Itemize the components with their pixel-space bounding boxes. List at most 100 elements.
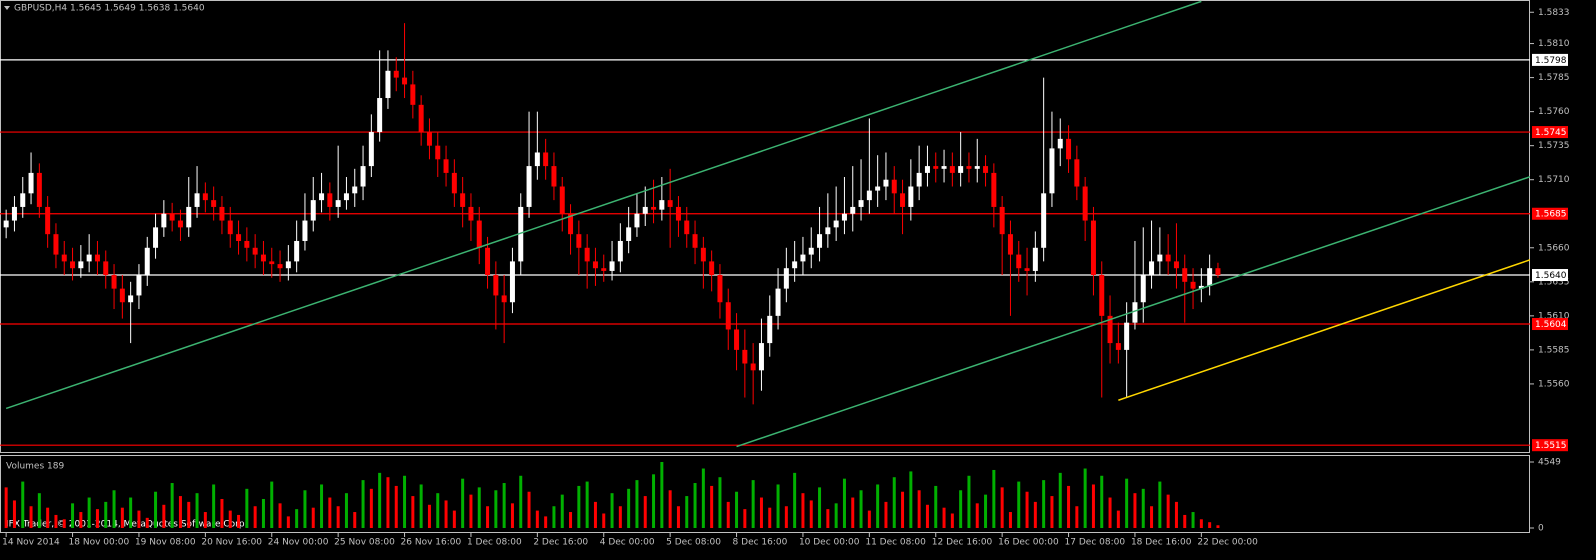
candle-body [352,186,358,194]
candle-body [385,70,391,99]
candle-body [78,261,84,269]
x-tick-label: 16 Dec 00:00 [998,538,1059,548]
candle-body [983,166,989,173]
candle-body [734,329,740,350]
candle-body [319,193,325,201]
x-tick-label: 2 Dec 16:00 [533,538,588,548]
candle-body [817,234,823,248]
candle-body [368,132,374,167]
candle-body [260,254,266,262]
volume-tick-label: 0 [1538,524,1544,534]
h-line-label-box [1532,53,1568,66]
candle-body [1007,234,1013,255]
candle-body [958,166,964,173]
candle-body [684,220,690,235]
candle-body [974,166,980,169]
candle-body [1024,268,1030,271]
candle-body [393,70,399,78]
candle-body [327,193,333,207]
candle-body [70,261,76,269]
candle-body [1207,268,1213,286]
candle-body [1198,285,1204,289]
candle-body [202,193,208,201]
candle-body [883,179,889,187]
candle-body [900,193,906,207]
candle-body [775,288,781,316]
y-tick-label: 1.5560 [1538,379,1570,389]
y-tick-label: 1.5585 [1538,345,1570,355]
candle-body [792,261,798,269]
candle-body [227,220,233,235]
y-tick-label: 1.5610 [1538,311,1570,321]
candle-body [111,275,117,289]
candle-body [808,247,814,255]
candle-body [509,261,515,303]
h-line-label: 1.5640 [1535,271,1567,281]
candle-body [1182,268,1188,282]
candle-body [45,206,51,235]
candle-body [634,213,640,228]
candle-body [841,213,847,221]
y-tick-label: 1.5785 [1538,73,1570,83]
y-tick-label: 1.5660 [1538,243,1570,253]
candle-body [1090,220,1096,276]
x-tick-label: 12 Dec 16:00 [932,538,993,548]
candle-body [576,234,582,248]
candle-body [601,268,607,271]
h-line-label-box [1532,126,1568,139]
candle-body [875,186,881,191]
candle-body [1107,315,1113,344]
candle-body [617,240,623,262]
candle-body [626,227,632,241]
h-line-label: 1.5798 [1535,56,1567,66]
candle-body [476,220,482,248]
candle-body [999,206,1005,235]
candle-body [866,190,872,201]
candle-body [933,166,939,169]
candle-body [1115,343,1121,350]
menu-arrow[interactable] [4,6,10,10]
candle-body [169,213,175,221]
candle-body [302,220,308,241]
x-tick-label: 11 Dec 08:00 [865,538,926,548]
candle-body [493,275,499,296]
candle-body [659,200,665,210]
candle-body [161,213,167,228]
candle-body [28,172,34,194]
x-tick-label: 10 Dec 00:00 [799,538,860,548]
candle-body [750,363,756,371]
candle-body [435,145,441,160]
x-tick-label: 8 Dec 16:00 [733,538,788,548]
candle-body [443,159,449,173]
x-tick-label: 25 Nov 08:00 [334,538,395,548]
x-tick-label: 17 Dec 08:00 [1065,538,1126,548]
candle-body [891,179,897,194]
h-line-label: 1.5515 [1535,441,1567,451]
candle-body [418,104,424,133]
candle-body [800,254,806,262]
x-tick-label: 18 Dec 16:00 [1131,538,1192,548]
candle-body [1157,254,1163,262]
y-tick-label: 1.5760 [1538,107,1570,117]
candle-body [219,206,225,221]
h-line-label: 1.5685 [1535,210,1567,220]
candle-body [991,172,997,207]
candle-body [568,213,574,235]
y-tick-label: 1.5735 [1538,141,1570,151]
candle-body [177,220,183,228]
candle-body [277,264,283,269]
trend-line [5,0,1202,410]
candle-body [310,200,316,221]
candle-body [36,172,42,207]
price-frame [0,0,1530,453]
candle-body [1049,148,1055,194]
candle-body [667,200,673,207]
volume-tick-label: 4549 [1538,458,1561,468]
candle-body [941,166,947,169]
x-tick-label: 22 Dec 00:00 [1197,538,1258,548]
candle-body [402,77,408,85]
trend-line [1118,259,1530,401]
candle-body [285,261,291,269]
